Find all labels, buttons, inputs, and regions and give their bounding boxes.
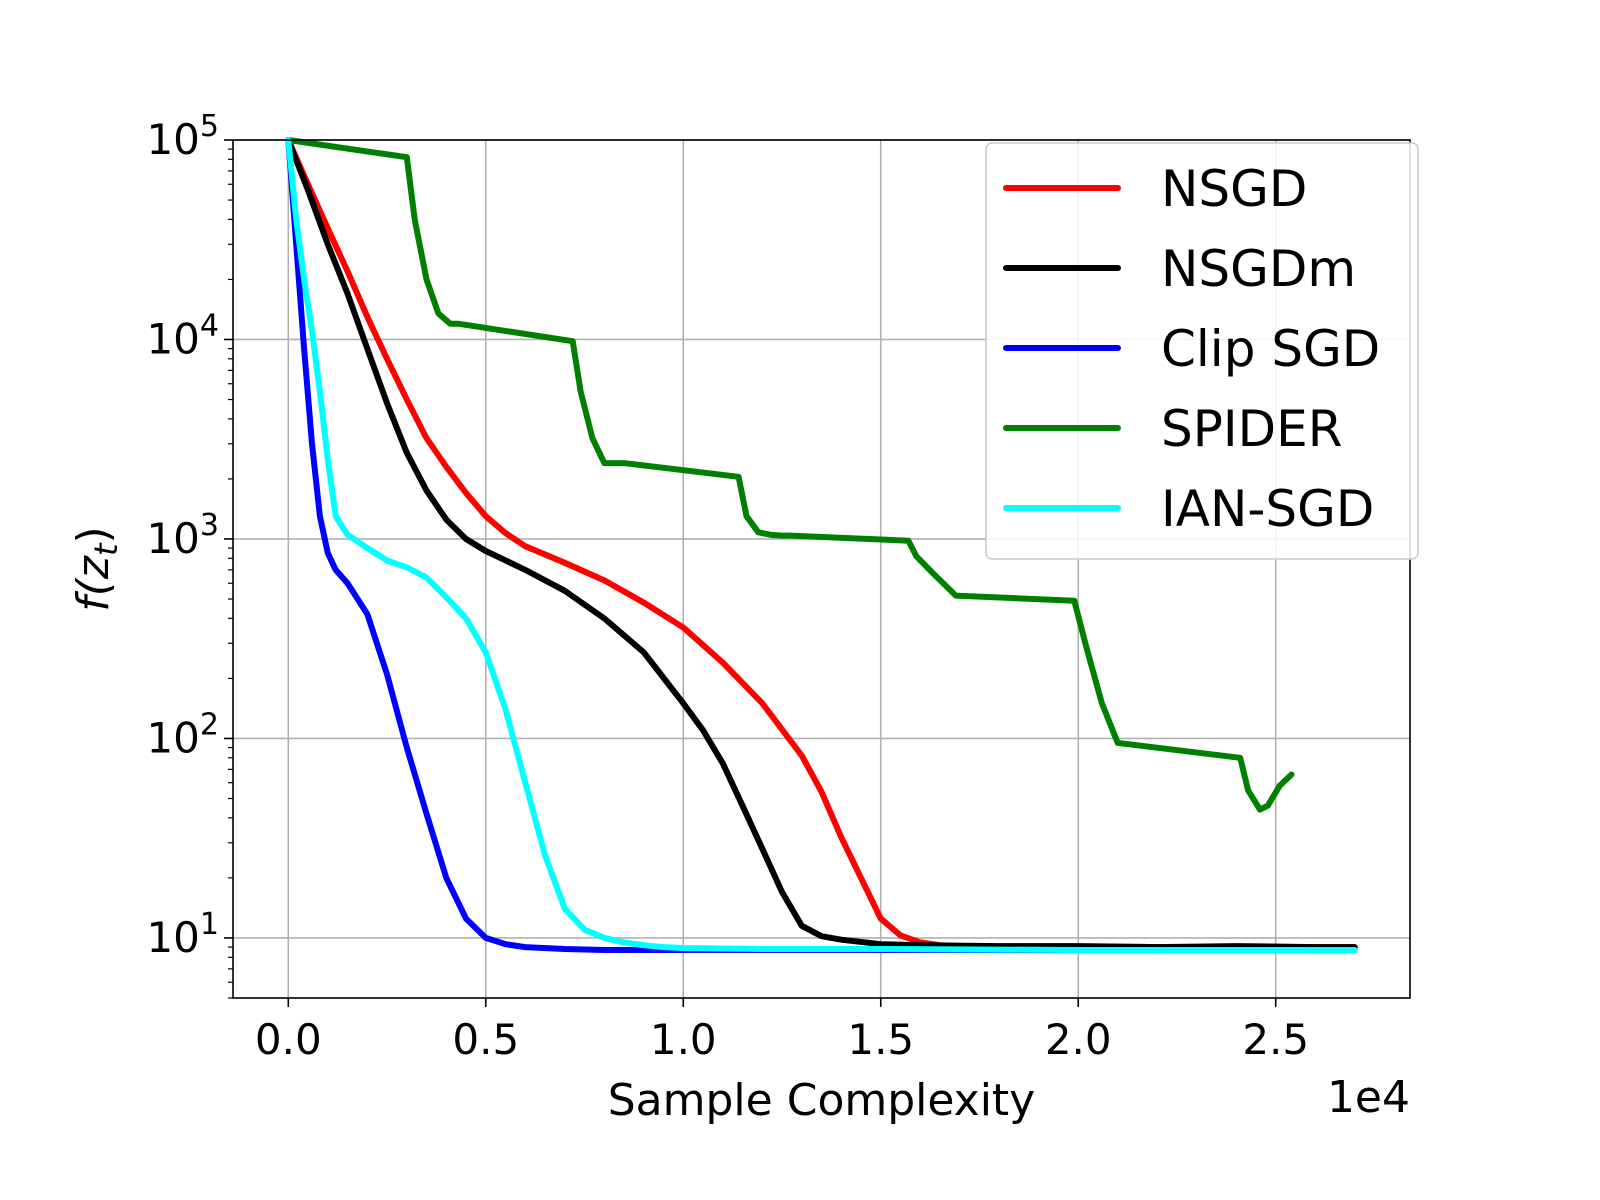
y-axis-label-close: ) — [68, 526, 119, 543]
y-tick-label-exponent: 3 — [200, 508, 219, 543]
plot-frame — [232, 139, 1411, 999]
x-tick-label: 0.0 — [255, 1015, 322, 1064]
y-tick-label: 103 — [146, 508, 219, 563]
y-tick-label-base: 10 — [146, 713, 199, 762]
legend-label: SPIDER — [1161, 400, 1342, 458]
y-tick-label: 105 — [146, 109, 219, 164]
series-line-ian-sgd — [285, 137, 1358, 953]
y-tick-label-base: 10 — [146, 913, 199, 962]
legend-label: Clip SGD — [1161, 320, 1380, 378]
y-tick-label-exponent: 2 — [200, 707, 219, 742]
x-tick-label: 0.5 — [452, 1015, 519, 1064]
legend-label: NSGD — [1161, 160, 1307, 218]
y-tick-label: 101 — [146, 907, 219, 962]
legend-box — [985, 142, 1419, 560]
y-tick-label: 102 — [146, 707, 219, 762]
y-axis-label-subscript: t — [87, 542, 125, 556]
x-axis-label: Sample Complexity — [608, 1075, 1035, 1126]
x-tick-label: 2.0 — [1045, 1015, 1112, 1064]
y-tick-label-base: 10 — [146, 115, 199, 164]
series-line-nsgdm — [285, 137, 1358, 951]
y-axis-label: f(zt) — [68, 526, 125, 611]
y-axis-label-base: f(z — [68, 555, 119, 612]
y-tick-label-exponent: 1 — [200, 907, 219, 942]
x-tick-label: 1.5 — [847, 1015, 914, 1064]
y-tick-label-base: 10 — [146, 314, 199, 363]
legend-label: IAN-SGD — [1161, 480, 1374, 538]
y-tick-label: 104 — [146, 308, 219, 363]
legend: NSGD NSGDm Clip SGD SPIDER IAN-SGD — [985, 142, 1419, 560]
x-tick-label: 2.5 — [1242, 1015, 1309, 1064]
x-axis-offset-label: 1e4 — [1327, 1072, 1410, 1123]
legend-label: NSGDm — [1161, 240, 1356, 298]
y-tick-label-exponent: 4 — [200, 308, 219, 343]
y-tick-label-exponent: 5 — [200, 109, 219, 144]
series-lines — [285, 137, 1358, 953]
x-tick-label: 1.0 — [650, 1015, 717, 1064]
series-line-spider — [285, 137, 1295, 813]
y-tick-label-base: 10 — [146, 514, 199, 563]
